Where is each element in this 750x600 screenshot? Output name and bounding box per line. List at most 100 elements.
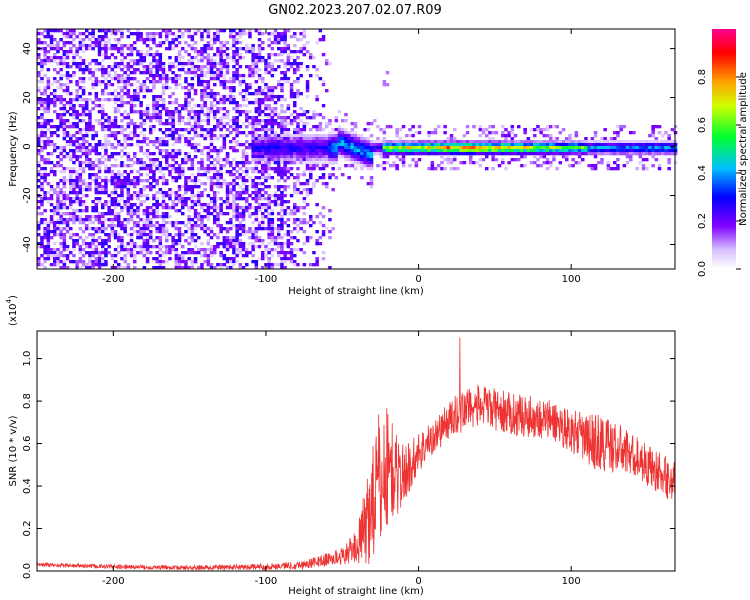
spectrogram-cell bbox=[53, 68, 57, 72]
spectrogram-cell bbox=[161, 71, 166, 75]
spectrogram-cell bbox=[94, 77, 99, 81]
spectrogram-cell bbox=[145, 179, 150, 183]
spectrogram-cell bbox=[241, 188, 246, 192]
spectrogram-cell bbox=[395, 143, 399, 147]
spectrogram-cell bbox=[661, 146, 665, 150]
spectrogram-cell bbox=[91, 215, 95, 219]
spectrogram-cell bbox=[193, 179, 198, 183]
spectrogram-cell bbox=[241, 80, 246, 84]
spectrogram-cell bbox=[142, 188, 147, 192]
spectrogram-cell bbox=[312, 143, 316, 147]
spectrogram-cell bbox=[149, 233, 153, 237]
spectrogram-cell bbox=[206, 209, 211, 213]
spectrogram-cell bbox=[155, 236, 159, 240]
spectrogram-cell bbox=[427, 167, 431, 171]
spectrogram-cell bbox=[485, 155, 489, 159]
spectrogram-cell bbox=[296, 134, 300, 138]
spectrogram-cell bbox=[187, 68, 191, 72]
spectrogram-cell bbox=[286, 185, 291, 189]
spectrogram-cell bbox=[219, 230, 223, 234]
spectrogram-cell bbox=[168, 170, 172, 174]
spectrogram-cell bbox=[286, 80, 291, 84]
spectrogram-cell bbox=[369, 185, 374, 189]
spectrogram-cell bbox=[139, 86, 143, 90]
spectrogram-cell bbox=[53, 251, 57, 255]
spectrogram-cell bbox=[286, 200, 291, 204]
spectrogram-cell bbox=[94, 44, 99, 48]
spectrogram-cell bbox=[222, 134, 227, 138]
spectrogram-cell bbox=[245, 161, 249, 165]
spectrogram-cell bbox=[101, 155, 105, 159]
spectrogram-cell bbox=[190, 107, 195, 111]
spectrogram-cell bbox=[261, 92, 265, 96]
spectrogram-cell bbox=[190, 227, 195, 231]
spectrogram-cell bbox=[289, 137, 294, 141]
spectrogram-cell bbox=[517, 140, 521, 144]
spectrogram-cell bbox=[171, 242, 175, 246]
spectrogram-cell bbox=[382, 152, 387, 156]
spectrogram-cell bbox=[430, 161, 435, 165]
spectrogram-cell bbox=[238, 245, 243, 249]
spectrogram-cell bbox=[481, 158, 486, 162]
spectrogram-cell bbox=[219, 65, 223, 69]
spectrogram-cell bbox=[369, 179, 374, 183]
spectrogram-cell bbox=[293, 50, 297, 54]
spectrogram-cell bbox=[513, 149, 518, 153]
spectrogram-cell bbox=[43, 143, 47, 147]
spectrogram-cell bbox=[264, 143, 268, 147]
spectrogram-cell bbox=[568, 140, 572, 144]
spectrogram-cell bbox=[321, 251, 326, 255]
spectrogram-cell bbox=[264, 86, 268, 90]
spectrogram-cell bbox=[168, 101, 172, 105]
spectrogram-cell bbox=[286, 218, 291, 222]
spectrogram-cell bbox=[296, 137, 300, 141]
spectrogram-cell bbox=[235, 104, 239, 108]
spectrogram-cell bbox=[81, 170, 86, 174]
spectrogram-cell bbox=[289, 65, 294, 69]
spectrogram-cell bbox=[558, 131, 563, 135]
spectrogram-cell bbox=[94, 38, 99, 42]
spectrogram-cell bbox=[129, 164, 134, 168]
spectrogram-cell bbox=[46, 80, 51, 84]
spectrogram-cell bbox=[555, 125, 559, 129]
spectrogram-cell bbox=[161, 215, 166, 219]
spectrogram-cell bbox=[232, 71, 236, 75]
spectrogram-cell bbox=[213, 170, 217, 174]
spectrogram-cell bbox=[264, 215, 268, 219]
spectrogram-cell bbox=[491, 131, 495, 135]
spectrogram-cell bbox=[299, 74, 303, 78]
spectrogram-cell bbox=[257, 101, 262, 105]
spectrogram-cell bbox=[168, 113, 172, 117]
spectrogram-cell bbox=[267, 233, 271, 237]
spectrogram-cell bbox=[267, 44, 271, 48]
spectrogram-cell bbox=[270, 266, 275, 270]
spectrogram-cell bbox=[225, 158, 230, 162]
spectrogram-cell bbox=[107, 245, 111, 249]
spectrogram-cell bbox=[488, 131, 492, 135]
spectrogram-cell bbox=[673, 140, 678, 144]
spectrogram-cell bbox=[53, 80, 57, 84]
spectrogram-cell bbox=[94, 245, 99, 249]
spectrogram-cell bbox=[120, 131, 124, 135]
spectrogram-cell bbox=[62, 185, 67, 189]
spectrogram-cell bbox=[107, 47, 111, 51]
spectrogram-cell bbox=[161, 266, 166, 270]
spectrogram-cell bbox=[238, 248, 243, 252]
spectrogram-cell bbox=[520, 143, 524, 147]
spectrogram-cell bbox=[302, 161, 307, 165]
spectrogram-cell bbox=[200, 125, 204, 129]
spectrogram-cell bbox=[539, 140, 543, 144]
spectrogram-cell bbox=[520, 140, 524, 144]
spectrogram-cell bbox=[174, 77, 179, 81]
spectrogram-cell bbox=[88, 185, 92, 189]
spectrogram-cell bbox=[273, 155, 278, 159]
spectrogram-cell bbox=[123, 152, 127, 156]
spectrogram-cell bbox=[69, 155, 73, 159]
spectrogram-cell bbox=[328, 137, 332, 141]
spectrogram-cell bbox=[62, 110, 67, 114]
spectrogram-cell bbox=[347, 134, 351, 138]
spectrogram-cell bbox=[85, 215, 89, 219]
spectrogram-cell bbox=[187, 131, 191, 135]
spectrogram-cell bbox=[568, 134, 572, 138]
spectrogram-cell bbox=[389, 164, 393, 168]
